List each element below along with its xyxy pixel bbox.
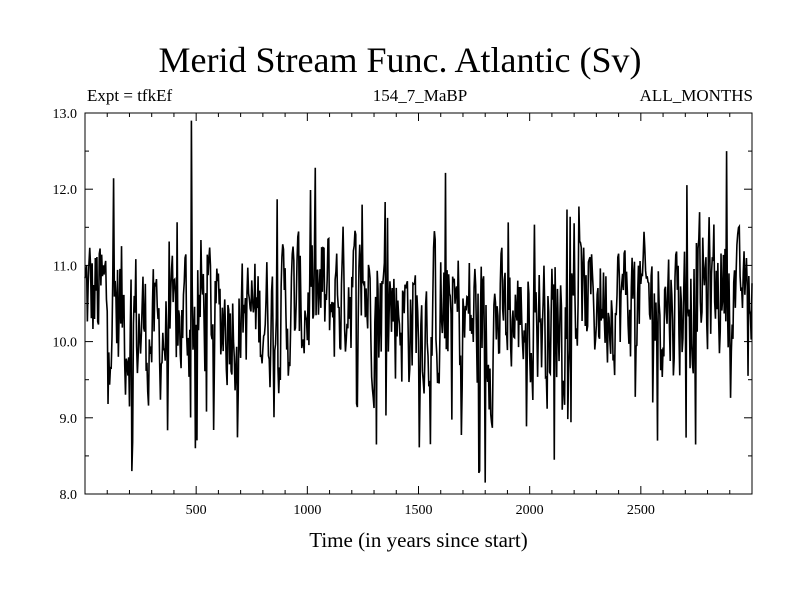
y-tick-label: 9.0: [60, 412, 78, 427]
series-line: [84, 120, 753, 483]
y-tick-label: 8.0: [60, 488, 78, 503]
x-axis-label: Time (in years since start): [309, 528, 528, 552]
x-tick-label: 500: [186, 503, 207, 518]
subtitle-experiment: Expt = tfkEf: [87, 86, 173, 105]
x-tick-label: 2500: [627, 503, 655, 518]
y-tick-label: 13.0: [53, 107, 78, 122]
x-tick-label: 2000: [516, 503, 544, 518]
y-tick-label: 12.0: [53, 183, 78, 198]
y-tick-label: 10.0: [53, 336, 78, 351]
subtitle-months: ALL_MONTHS: [639, 86, 753, 105]
axes: 500 1000 1500 2000 2500 8.0 9.0 10.0 11.0 12.0 13.…: [53, 107, 752, 518]
chart-title: Merid Stream Func. Atlantic (Sv): [158, 40, 642, 80]
x-tick-label: 1500: [405, 503, 433, 518]
y-tick-label: 11.0: [53, 259, 77, 274]
x-tick-label: 1000: [293, 503, 321, 518]
plot-frame: [84, 112, 753, 495]
subtitle-period: 154_7_MaBP: [372, 86, 468, 105]
data-layer: [84, 120, 753, 483]
